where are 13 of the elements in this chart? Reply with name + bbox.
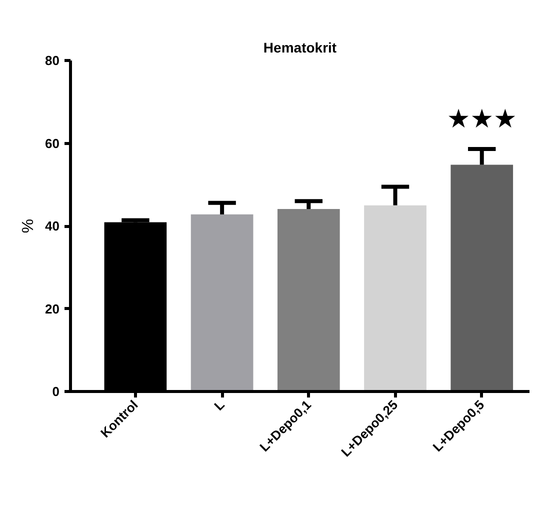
y-tick-label: 80 bbox=[45, 53, 60, 68]
chart-title: Hematokrit bbox=[263, 40, 337, 56]
y-axis-title: % bbox=[20, 218, 38, 234]
y-tick-label: 0 bbox=[52, 384, 60, 399]
bar bbox=[277, 209, 340, 392]
y-tick-label: 60 bbox=[45, 136, 60, 151]
bar bbox=[364, 205, 426, 392]
y-tick-label: 20 bbox=[45, 301, 60, 316]
x-tick-label: L bbox=[211, 397, 228, 414]
annotation: ★★★ bbox=[446, 104, 517, 134]
bar bbox=[190, 214, 254, 392]
y-tick-label: 40 bbox=[45, 218, 60, 234]
bar bbox=[450, 164, 514, 392]
